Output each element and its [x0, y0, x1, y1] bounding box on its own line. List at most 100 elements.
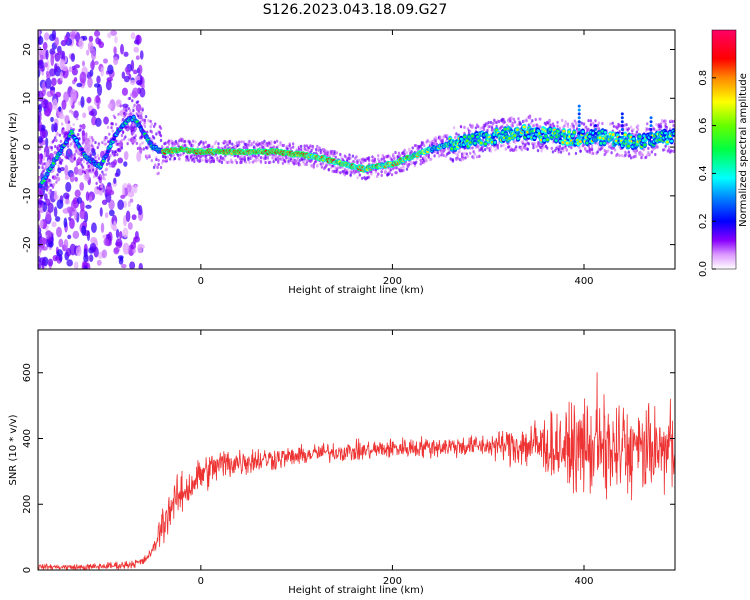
spectrogram-cell: [118, 231, 123, 239]
spectrogram-cell: [38, 209, 41, 222]
spectrogram-cell: [503, 120, 506, 124]
spectrogram-cell: [296, 159, 299, 163]
spectrogram-cell: [649, 124, 653, 128]
spectrogram-cell: [405, 167, 409, 171]
spectrogram-cell: [562, 146, 565, 150]
spectrogram-cell: [86, 97, 92, 104]
spectrogram-cell: [516, 123, 519, 127]
spectrogram-cell: [581, 130, 585, 134]
spectrogram-cell: [55, 176, 61, 182]
spectrogram-cell: [350, 170, 354, 175]
spectrogram-cell: [85, 132, 88, 136]
spectrogram-cell: [588, 150, 591, 154]
spectrogram-cell: [150, 137, 153, 142]
spectrogram-cell: [51, 30, 57, 40]
spectrogram-cell: [620, 120, 624, 124]
spectrogram-cell: [38, 199, 44, 204]
spectrogram-cell: [89, 242, 97, 253]
spectrogram-cell: [545, 138, 550, 142]
spectrogram-cell: [366, 171, 370, 175]
spectrogram-cell: [472, 150, 475, 154]
spectrogram-cell: [44, 183, 48, 187]
spectrogram-cell: [216, 156, 219, 160]
spectrogram-cell: [311, 146, 314, 150]
spectrogram-cell: [178, 157, 181, 161]
spectrogram-cell: [127, 200, 131, 208]
spectrogram-cell: [255, 159, 258, 163]
spectrogram-cell: [244, 142, 248, 146]
spectrogram-cell: [504, 147, 508, 151]
spectrogram-cell: [133, 46, 139, 53]
spectrogram-cell: [612, 124, 616, 129]
spectrogram-cell: [120, 43, 125, 55]
spectrogram-y-tick-label: 0: [22, 144, 33, 150]
spectrogram-cell: [578, 146, 581, 150]
spectrogram-cell: [511, 121, 514, 125]
spectrogram-cell: [121, 71, 126, 79]
spectrogram-cell: [140, 111, 143, 116]
spectrogram-cell: [558, 147, 562, 151]
spectrogram-cell: [596, 123, 599, 127]
spectrogram-cell: [127, 138, 131, 142]
spectrogram-cell: [194, 140, 197, 144]
spectrogram-cell: [491, 121, 495, 125]
spectrogram-cell: [277, 156, 280, 160]
spectrogram-cell: [50, 145, 53, 150]
spectrogram-cell: [419, 158, 422, 163]
spectrogram-cell: [56, 173, 59, 177]
spectrogram-cell: [138, 262, 143, 269]
spectrogram-cell: [157, 162, 160, 167]
spectrogram-cell: [168, 157, 172, 161]
spectrogram-cell: [96, 104, 100, 110]
spectrogram-cell: [579, 149, 582, 153]
spectrogram-cell: [135, 55, 140, 61]
spectrogram-cell: [135, 103, 142, 112]
spectrogram-cell: [77, 161, 80, 166]
spectrogram-cell: [73, 261, 79, 269]
spectrogram-cell: [632, 127, 635, 132]
spectrogram-cell: [429, 157, 433, 161]
spectrogram-cell: [70, 154, 73, 158]
spectrogram-cell: [475, 155, 479, 159]
spectrogram-cell: [105, 136, 109, 140]
spectrogram-cell: [120, 263, 127, 269]
spectrogram-cell: [87, 76, 93, 88]
snr-frame: [37, 329, 676, 571]
spectrogram-cell: [154, 163, 157, 167]
spectrogram-cell: [97, 143, 101, 147]
spectrogram-cell: [671, 120, 674, 124]
spectrogram-cell: [164, 141, 167, 145]
spectrogram-cell: [312, 162, 316, 167]
snr-y-label: SNR (10 * v/v): [8, 414, 19, 485]
spectrogram-cell: [156, 165, 159, 169]
spectrogram-cell: [577, 116, 581, 120]
spectrogram-cell: [113, 56, 119, 66]
spectrogram-cell: [571, 122, 574, 126]
spectrogram-cell: [585, 141, 589, 145]
spectrogram-cell: [613, 148, 617, 152]
spectrogram-cell: [356, 176, 359, 180]
spectrogram-cell: [665, 125, 668, 130]
spectrogram-cell: [270, 142, 273, 146]
spectrogram-cell: [433, 154, 436, 158]
spectrogram-cell: [335, 151, 339, 155]
spectrogram-cell: [358, 173, 362, 177]
spectrogram-cell: [488, 124, 491, 129]
spectrogram-cell: [66, 259, 73, 267]
spectrogram-cell: [106, 159, 110, 163]
spectrogram-cell: [47, 258, 54, 267]
spectrogram-cell: [39, 219, 44, 229]
spectrogram-cell: [127, 222, 133, 230]
spectrogram-cell: [634, 133, 637, 137]
spectrogram-cell: [325, 163, 328, 167]
spectrogram-cell: [370, 170, 373, 174]
spectrogram-cell: [90, 60, 95, 70]
spectrogram-cell: [247, 156, 250, 160]
spectrogram-cell: [510, 117, 513, 121]
spectrogram-cell: [79, 208, 87, 220]
spectrogram-cell: [620, 112, 624, 116]
spectrogram-cell: [64, 34, 69, 43]
spectrogram-cell: [80, 157, 83, 162]
spectrogram-cell: [60, 122, 64, 126]
spectrogram-cell: [108, 199, 115, 210]
